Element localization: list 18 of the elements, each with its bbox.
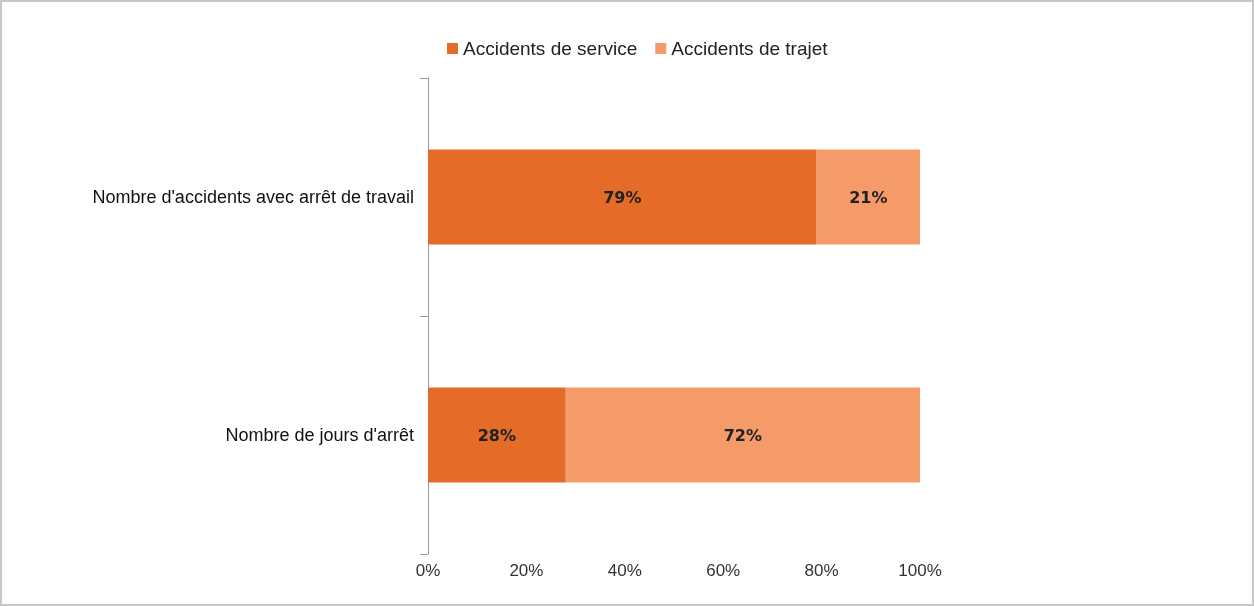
y-tick-label: Nombre d'accidents avec arrêt de travail (92, 187, 414, 207)
bar (428, 149, 817, 245)
data-label: 72% (723, 425, 763, 445)
x-tick-label: 0% (415, 561, 441, 580)
bar (565, 387, 920, 483)
bar (428, 387, 566, 483)
data-label: 28% (477, 425, 517, 445)
x-tick-label: 100% (898, 561, 942, 580)
x-tick-label: 80% (804, 561, 839, 580)
y-tick-label: Nombre de jours d'arrêt (225, 425, 414, 445)
legend-label: Accidents de service (463, 38, 638, 59)
x-tick-label: 20% (509, 561, 544, 580)
x-tick-label: 40% (607, 561, 642, 580)
legend-label: Accidents de trajet (671, 38, 829, 59)
x-tick-label: 60% (706, 561, 741, 580)
data-label: 79% (603, 187, 642, 207)
data-label: 21% (849, 187, 888, 207)
bar (816, 149, 920, 245)
